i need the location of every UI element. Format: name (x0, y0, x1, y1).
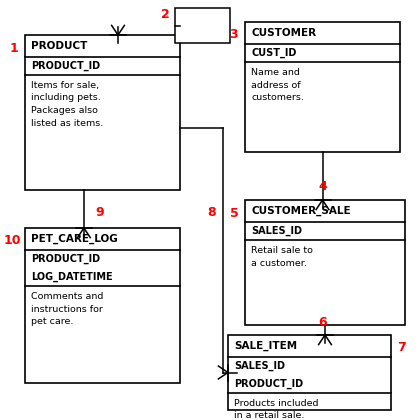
Text: PRODUCT_ID: PRODUCT_ID (234, 379, 303, 389)
Bar (245, 22, 400, 152)
Text: SALES_ID: SALES_ID (234, 361, 285, 371)
Bar (245, 200, 405, 325)
Text: Name and
address of
customers.: Name and address of customers. (251, 68, 304, 102)
Text: CUSTOMER: CUSTOMER (251, 28, 316, 38)
Text: 5: 5 (230, 207, 239, 220)
Text: Retail sale to
a customer.: Retail sale to a customer. (251, 246, 313, 268)
Text: CUSTOMER_SALE: CUSTOMER_SALE (251, 206, 351, 216)
Text: 10: 10 (3, 234, 21, 247)
Bar (25, 35, 180, 190)
Text: Items for sale,
including pets.
Packages also
listed as items.: Items for sale, including pets. Packages… (31, 81, 103, 128)
Text: 3: 3 (230, 28, 238, 41)
Text: Comments and
instructions for
pet care.: Comments and instructions for pet care. (31, 292, 103, 326)
Text: PRODUCT_ID: PRODUCT_ID (31, 61, 100, 71)
Text: 1: 1 (10, 42, 18, 55)
Text: LOG_DATETIME: LOG_DATETIME (31, 272, 113, 282)
Text: 9: 9 (96, 207, 104, 220)
Text: Products included
in a retail sale.: Products included in a retail sale. (234, 399, 318, 420)
Text: 4: 4 (319, 179, 327, 192)
Bar (25, 228, 180, 383)
Text: PET_CARE_LOG: PET_CARE_LOG (31, 234, 118, 244)
Text: CUST_ID: CUST_ID (251, 48, 297, 58)
Text: 7: 7 (398, 341, 407, 354)
Text: 6: 6 (319, 315, 327, 328)
Text: PRODUCT_ID: PRODUCT_ID (31, 254, 100, 264)
Bar (175, 8, 230, 43)
Text: PRODUCT: PRODUCT (31, 41, 87, 51)
Text: SALES_ID: SALES_ID (251, 226, 302, 236)
Bar (228, 335, 391, 410)
Text: SALE_ITEM: SALE_ITEM (234, 341, 297, 351)
Text: 2: 2 (160, 8, 169, 21)
Text: 8: 8 (207, 207, 216, 220)
